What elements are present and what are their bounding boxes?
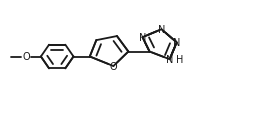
Text: H: H (176, 54, 183, 64)
Text: N: N (173, 38, 180, 48)
Text: N: N (139, 33, 146, 43)
Text: N: N (166, 55, 173, 65)
Text: O: O (22, 52, 30, 62)
Text: N: N (158, 25, 165, 35)
Text: O: O (109, 62, 117, 71)
